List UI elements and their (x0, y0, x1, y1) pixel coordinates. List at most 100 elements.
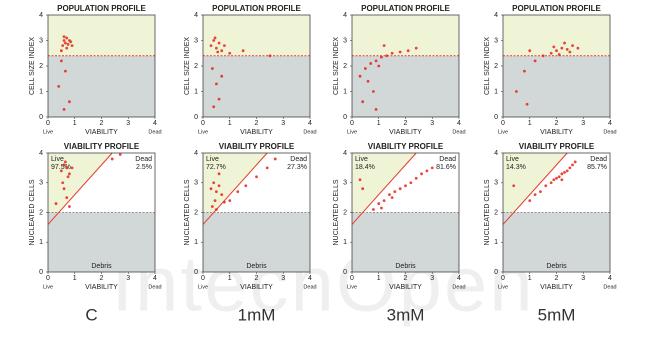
point (214, 82, 218, 86)
zone-below (203, 55, 310, 117)
y-tick-label: 1 (494, 88, 498, 95)
gate-value: 85.7% (587, 164, 607, 171)
point (228, 51, 232, 55)
point (210, 67, 214, 70)
point (414, 46, 418, 50)
gate-name: Dead (290, 156, 307, 163)
x-tick-label: 3 (281, 275, 285, 282)
point (514, 90, 518, 93)
x-end-label: Dead (303, 284, 316, 290)
x-axis-label: VIABILITY (540, 129, 573, 136)
point (563, 170, 566, 174)
point (63, 160, 67, 164)
x-axis-label: VIABILITY (389, 284, 422, 291)
x-end-label: Live (347, 284, 357, 290)
point (390, 51, 394, 55)
point (65, 166, 69, 170)
x-end-label: Dead (148, 129, 161, 135)
point (571, 44, 574, 47)
point (217, 41, 221, 45)
y-tick-label: 0 (343, 114, 347, 121)
point (374, 59, 378, 63)
point (210, 205, 214, 208)
condition-label: 5mM (538, 305, 576, 324)
y-tick-label: 0 (39, 114, 43, 121)
zone-live (203, 153, 268, 213)
point (560, 46, 564, 50)
panel-title: VIABILITY PROFILE (368, 142, 444, 151)
point (59, 49, 63, 53)
point (525, 102, 529, 106)
point (220, 49, 224, 53)
gate-name: Dead (439, 156, 456, 163)
point (382, 199, 386, 203)
x-tick-label: 1 (528, 120, 532, 127)
point (213, 199, 217, 203)
point (398, 187, 402, 191)
x-end-label: Live (498, 284, 508, 290)
y-axis-label: NUCLEATED CELLS (29, 179, 36, 245)
point (372, 90, 375, 93)
x-tick-label: 0 (350, 275, 354, 282)
point (377, 202, 381, 205)
x-axis-label: VIABILITY (389, 129, 422, 136)
point (65, 46, 69, 50)
point (541, 54, 545, 58)
x-tick-label: 3 (430, 275, 434, 282)
x-end-label: Dead (303, 129, 316, 135)
panel: 0 1 2 3 4 0 1 2 3 4 POPULATION PROFILE VIABILITY Liv… (184, 4, 317, 136)
point (214, 208, 218, 211)
y-tick-label: 2 (494, 209, 498, 216)
point (217, 172, 221, 176)
y-tick-label: 2 (194, 63, 198, 70)
gate-value: 27.3% (287, 164, 307, 171)
debris-label: Debris (546, 263, 567, 270)
point (223, 44, 226, 47)
point (366, 79, 370, 83)
point (557, 53, 561, 56)
x-tick-label: 3 (581, 275, 585, 282)
point (69, 40, 73, 44)
point (528, 199, 532, 203)
y-tick-label: 1 (343, 88, 347, 95)
x-tick-label: 1 (377, 275, 381, 282)
y-axis-label: CELL SIZE INDEX (484, 37, 491, 95)
gate-value: 81.6% (436, 164, 456, 171)
y-tick-label: 4 (494, 150, 498, 157)
point (377, 64, 381, 68)
x-tick-label: 4 (608, 275, 612, 282)
gate-name: Live (506, 156, 519, 163)
x-tick-label: 2 (555, 275, 559, 282)
y-tick-label: 4 (343, 150, 347, 157)
point (57, 85, 61, 88)
point (539, 190, 542, 194)
x-end-label: Dead (603, 129, 616, 135)
y-tick-label: 3 (194, 37, 198, 44)
debris-label: Debris (246, 263, 267, 270)
point (65, 36, 69, 40)
x-tick-label: 4 (457, 120, 461, 127)
gate-name: Live (355, 156, 368, 163)
point (68, 205, 71, 208)
point (557, 175, 561, 179)
panel-title: POPULATION PROFILE (361, 4, 450, 13)
point (62, 163, 66, 167)
x-tick-label: 3 (126, 275, 130, 282)
point (533, 193, 537, 197)
point (528, 49, 532, 53)
x-tick-label: 2 (555, 120, 559, 127)
point (110, 157, 114, 161)
point (409, 181, 413, 185)
zone-live (48, 153, 113, 213)
point (70, 166, 74, 170)
panel-title: POPULATION PROFILE (512, 4, 601, 13)
point (544, 184, 548, 188)
point (212, 39, 216, 42)
x-tick-label: 1 (228, 275, 232, 282)
point (212, 181, 216, 185)
y-tick-label: 3 (343, 37, 347, 44)
x-end-label: Dead (148, 284, 161, 290)
point (361, 187, 365, 191)
